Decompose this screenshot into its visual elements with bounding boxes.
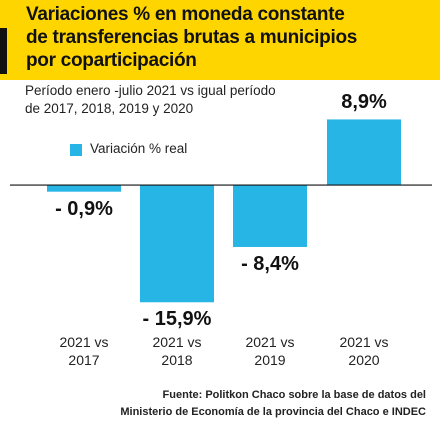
source-line: Fuente: Politkon Chaco sobre la base de …	[162, 389, 426, 401]
subtitle-line: de 2017, 2018, 2019 y 2020	[25, 101, 194, 116]
x-tick-label: 2021 vs 2020	[339, 334, 389, 368]
value-label: - 0,9%	[55, 197, 113, 220]
x-tick-label: 2021 vs 2018	[152, 334, 202, 368]
subtitle-line: Período enero -julio 2021 vs igual perío…	[25, 83, 276, 98]
header	[0, 0, 440, 80]
x-tick-label: 2021 vs 2019	[245, 334, 295, 368]
value-label: 8,9%	[341, 91, 387, 114]
bar	[140, 185, 214, 303]
bar	[327, 119, 401, 186]
title-line: de transferencias brutas a municipios	[26, 27, 358, 48]
legend-label: Variación % real	[90, 141, 188, 156]
legend-swatch	[70, 144, 82, 156]
bar	[233, 185, 307, 247]
bar	[47, 185, 121, 192]
title-line: Variaciones % en moneda constante	[26, 4, 345, 25]
value-label: - 8,4%	[241, 252, 299, 275]
value-label: - 15,9%	[142, 308, 212, 331]
title-line: por coparticipación	[26, 50, 197, 71]
accent-strip	[0, 28, 7, 74]
x-tick-label: 2021 vs 2017	[59, 334, 109, 368]
source-line: Ministerio de Economía de la provincia d…	[120, 406, 426, 418]
